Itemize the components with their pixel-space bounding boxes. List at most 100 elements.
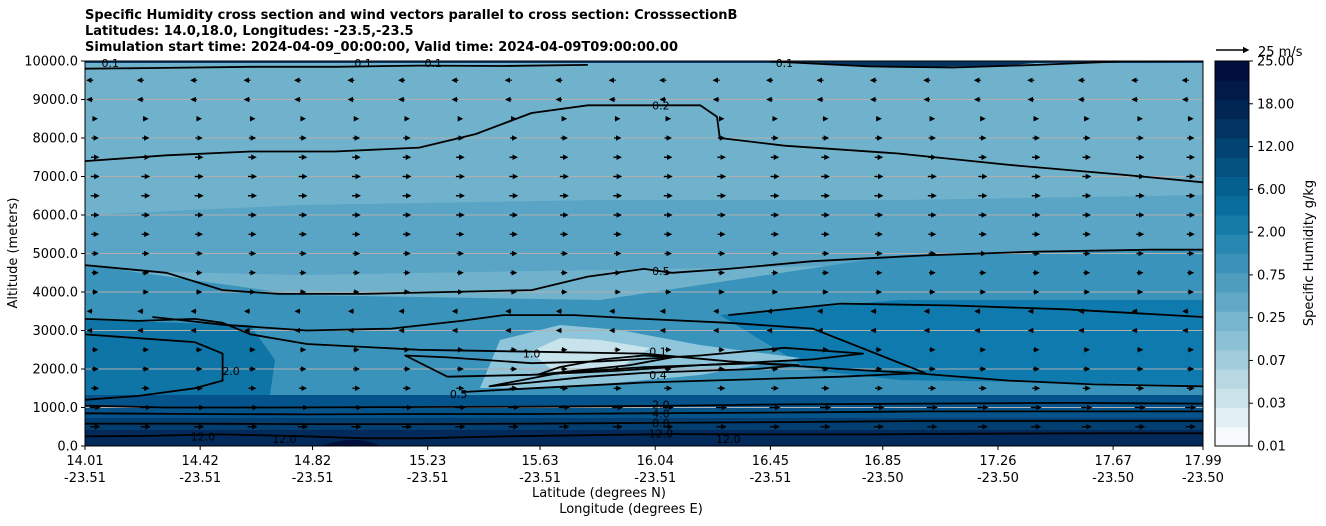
y-tick-label: 2000.0 <box>33 363 79 378</box>
chart-title-line-3: Simulation start time: 2024-04-09_00:00:… <box>85 40 678 55</box>
colorbar-segment <box>1215 215 1249 235</box>
contour-label: 12.0 <box>272 433 297 446</box>
colorbar-tick-label: 6.00 <box>1257 183 1286 198</box>
x-tick-label-lat: 15.63 <box>521 454 558 469</box>
colorbar: 0.01 0.03 0.07 0.25 0.75 2.00 6.00 12.00 18.00 25… <box>1214 55 1294 455</box>
x-tick-label-lat: 14.01 <box>66 454 103 469</box>
y-tick-label: 0.0 <box>57 440 78 455</box>
contour-label: 1.0 <box>523 348 541 361</box>
x-tick-label-lat: 17.99 <box>1184 454 1221 469</box>
colorbar-segment <box>1215 349 1249 370</box>
colorbar-segment <box>1215 176 1249 197</box>
x-tick-label-lon: -23.51 <box>407 471 449 486</box>
x-tick-label-lon: -23.50 <box>1182 471 1224 486</box>
wind-reference-label: 25 m/s <box>1258 45 1303 60</box>
contour-line-2 <box>85 402 1203 409</box>
contour-label: 0.4 <box>649 369 667 382</box>
colorbar-segment <box>1215 138 1249 158</box>
x-tick-label-lon: -23.51 <box>749 471 791 486</box>
humidity-band-surface-deepest <box>85 430 1203 446</box>
contour-label: 4.0 <box>652 407 670 420</box>
colorbar-segment <box>1215 99 1249 120</box>
humidity-band-moist-east <box>720 300 1203 385</box>
colorbar-segment <box>1215 369 1249 389</box>
colorbar-segment <box>1215 118 1249 139</box>
x-axis-ticks: 14.01 -23.51 14.42 -23.51 14.82 -23.51 15.23 -2… <box>64 446 1224 486</box>
colorbar-tick-label: 25.00 <box>1257 55 1294 70</box>
colorbar-segment <box>1215 388 1249 408</box>
contour-label: 0.1 <box>649 346 667 359</box>
colorbar-segment <box>1215 426 1249 447</box>
x-tick-label-lon: -23.50 <box>977 471 1019 486</box>
colorbar-segment <box>1215 330 1249 351</box>
contour-line-8 <box>85 420 1203 425</box>
colorbar-tick-label: 0.07 <box>1257 354 1286 369</box>
colorbar-label: Specific Humidity g/kg <box>1302 180 1317 326</box>
y-tick-label: 7000.0 <box>33 170 79 185</box>
humidity-band-moist-west <box>85 320 275 395</box>
contour-label: 12.0 <box>649 428 674 441</box>
x-tick-label-lon: -23.51 <box>519 471 561 486</box>
wind-vectors <box>86 77 1197 430</box>
colorbar-segment <box>1215 157 1249 177</box>
y-tick-label: 1000.0 <box>33 401 79 416</box>
colorbar-segment <box>1215 292 1249 312</box>
contour-line-1 <box>152 314 926 393</box>
y-axis-ticks: 0.0 1000.0 2000.0 3000.0 4000.0 5000.0 6000.0 7… <box>24 55 85 455</box>
contour-label: 0.2 <box>652 99 670 112</box>
x-tick-label-lon: -23.50 <box>862 471 904 486</box>
contour-line-1 <box>404 346 864 378</box>
contour-line-0-5 <box>728 302 1203 318</box>
contour-line-12 <box>85 432 1203 440</box>
x-tick-label-lon: -23.51 <box>179 471 221 486</box>
x-tick-label-lon: -23.51 <box>292 471 334 486</box>
humidity-surface-max-patch <box>320 439 380 446</box>
colorbar-tick-label: 18.00 <box>1257 97 1294 112</box>
y-axis-label: Altitude (meters) <box>6 198 21 309</box>
contour-line-0-1 <box>85 64 588 70</box>
wind-reference-key: 25 m/s <box>1216 45 1303 60</box>
contour-label: 0.1 <box>354 57 372 70</box>
y-tick-label: 8000.0 <box>33 132 79 147</box>
contour-line-0-1 <box>536 354 673 376</box>
x-tick-label-lon: -23.50 <box>1092 471 1134 486</box>
y-tick-label: 9000.0 <box>33 93 79 108</box>
chart-title-line-1: Specific Humidity cross section and wind… <box>85 8 738 23</box>
colorbar-segment <box>1215 311 1249 331</box>
y-tick-label: 4000.0 <box>33 286 79 301</box>
x-tick-label-lat: 17.26 <box>979 454 1016 469</box>
colorbar-tick-label: 0.25 <box>1257 311 1286 326</box>
colorbar-tick-label: 0.75 <box>1257 268 1286 283</box>
y-tick-label: 5000.0 <box>33 247 79 262</box>
x-tick-label-lat: 15.23 <box>409 454 446 469</box>
contour-label: 12.0 <box>191 430 216 443</box>
x-tick-label-lat: 16.85 <box>864 454 901 469</box>
contour-label: 0.1 <box>425 57 443 70</box>
x-tick-label-lon: -23.51 <box>634 471 676 486</box>
colorbar-segment <box>1215 272 1249 293</box>
contour-label: 12.0 <box>716 433 741 446</box>
contour-line-2 <box>85 333 224 401</box>
chart-title-line-2: Latitudes: 14.0,18.0, Longitudes: -23.5,… <box>85 24 414 39</box>
colorbar-segment <box>1215 407 1249 428</box>
colorbar-tick-label: 12.00 <box>1257 140 1294 155</box>
colorbar-segment <box>1215 253 1249 274</box>
x-tick-label-lon: -23.51 <box>64 471 106 486</box>
colorbar-segment <box>1215 234 1249 254</box>
x-tick-label-lat: 17.67 <box>1095 454 1132 469</box>
x-tick-label-lat: 16.45 <box>752 454 789 469</box>
x-tick-label-lat: 14.82 <box>294 454 331 469</box>
colorbar-tick-label: 0.01 <box>1257 440 1286 455</box>
contour-label: 0.1 <box>776 57 794 70</box>
y-tick-label: 10000.0 <box>24 55 78 70</box>
colorbar-segment <box>1215 195 1249 216</box>
colorbar-tick-label: 0.03 <box>1257 397 1286 412</box>
x-tick-label-lat: 14.42 <box>182 454 219 469</box>
y-tick-label: 6000.0 <box>33 209 79 224</box>
colorbar-segment <box>1215 61 1249 81</box>
colorbar-frame <box>1214 60 1250 447</box>
y-tick-label: 3000.0 <box>33 324 79 339</box>
contour-label: 0.5 <box>450 388 468 401</box>
colorbar-segment <box>1215 80 1249 100</box>
